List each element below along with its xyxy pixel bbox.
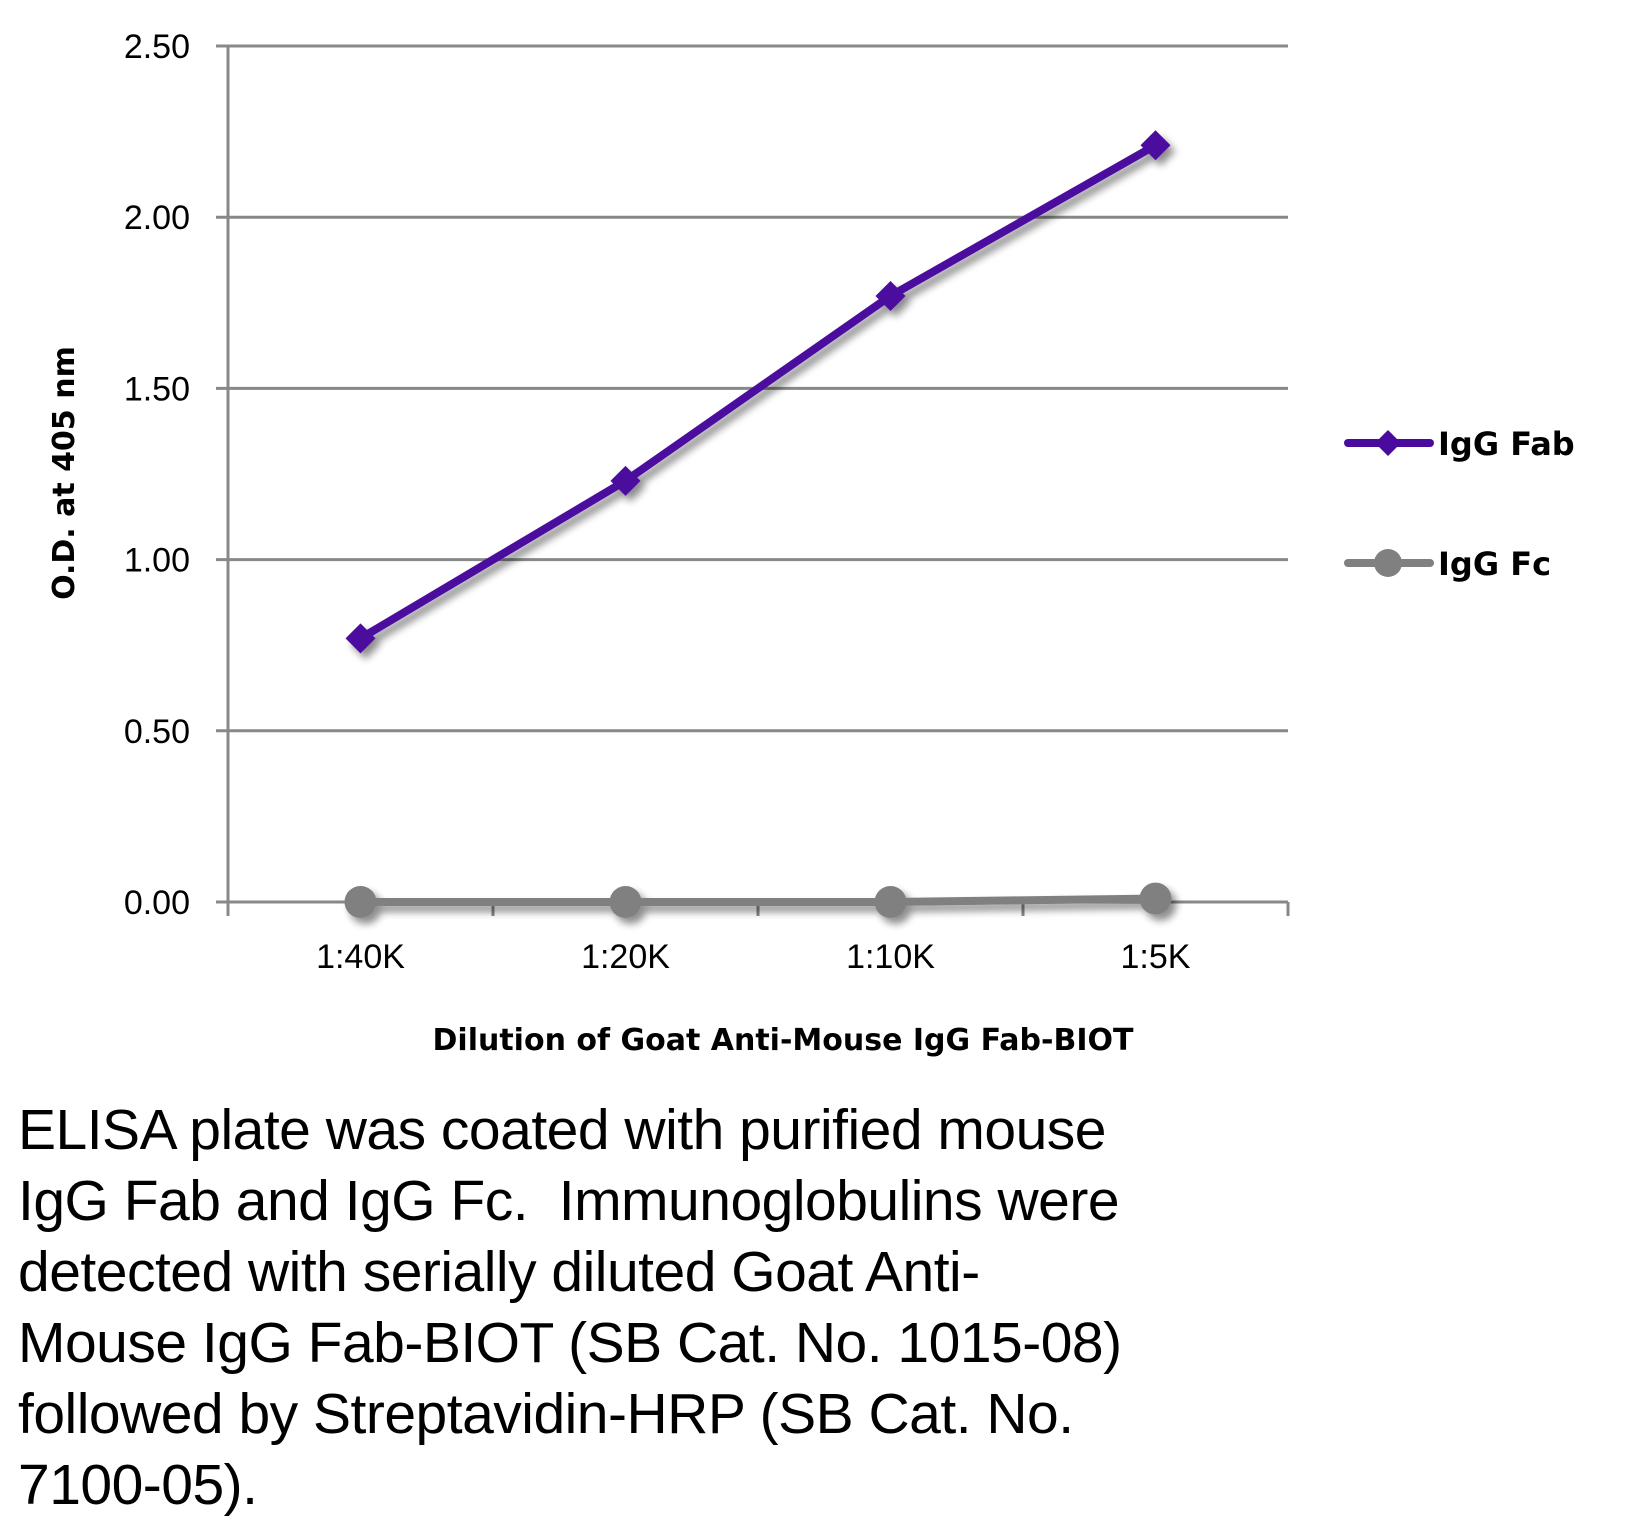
caption-line: detected with serially diluted Goat Anti… [18, 1240, 980, 1304]
caption-line: Mouse IgG Fab-BIOT (SB Cat. No. 1015-08) [18, 1311, 1122, 1375]
y-tick-label: 2.00 [124, 199, 190, 237]
legend-label: IgG Fc [1438, 545, 1551, 583]
data-point-diamond [875, 280, 906, 311]
figure-caption: ELISA plate was coated with purified mou… [18, 1095, 1418, 1521]
series-group [344, 130, 1172, 918]
series-line [360, 894, 1156, 906]
y-tick-label: 2.50 [124, 28, 190, 66]
data-point-diamond [345, 623, 376, 654]
legend-item: IgG Fab [1344, 425, 1575, 463]
caption-line: followed by Streptavidin-HRP (SB Cat. No… [18, 1382, 1074, 1446]
x-axis-ticks: 1:40K 1:20K 1:10K 1:5K [316, 938, 1191, 976]
data-point-circle [344, 886, 377, 918]
y-tick-label: 1.50 [124, 370, 190, 408]
y-tick-label: 0.00 [124, 884, 190, 922]
data-point-circle [609, 886, 642, 918]
legend-circle-icon [1374, 549, 1402, 577]
legend-diamond-icon [1375, 430, 1401, 456]
y-axis-title: O.D. at 405 nm [47, 346, 82, 600]
y-tick-label: 1.00 [124, 542, 190, 580]
legend-label: IgG Fab [1438, 425, 1575, 463]
series-line [358, 141, 1158, 642]
y-tick-label: 0.50 [124, 713, 190, 751]
legend: IgG Fab IgG Fc [1344, 425, 1575, 583]
data-point-diamond [610, 465, 641, 496]
y-axis-ticks: 0.00 0.50 1.00 1.50 2.00 2.50 [124, 28, 190, 922]
data-point-circle [874, 886, 907, 918]
caption-line: ELISA plate was coated with purified mou… [18, 1098, 1106, 1162]
caption-line: IgG Fab and IgG Fc. Immunoglobulins were [18, 1169, 1120, 1233]
caption-line: 7100-05). [18, 1453, 258, 1517]
x-tick-label: 1:10K [846, 938, 935, 976]
x-axis-title: Dilution of Goat Anti-Mouse IgG Fab-BIOT [433, 1023, 1134, 1058]
legend-item: IgG Fc [1344, 545, 1551, 583]
gridlines [216, 44, 1290, 916]
x-tick-label: 1:20K [581, 938, 670, 976]
elisa-line-chart: 0.00 0.50 1.00 1.50 2.00 2.50 1:40K 1:20K 1:10K… [47, 28, 1575, 1058]
x-tick-label: 1:40K [316, 938, 405, 976]
series-igg-fab [345, 130, 1171, 654]
data-point-diamond [1140, 130, 1171, 161]
series-igg-fc [344, 882, 1172, 918]
x-tick-label: 1:5K [1121, 938, 1191, 976]
data-point-circle [1139, 882, 1172, 915]
